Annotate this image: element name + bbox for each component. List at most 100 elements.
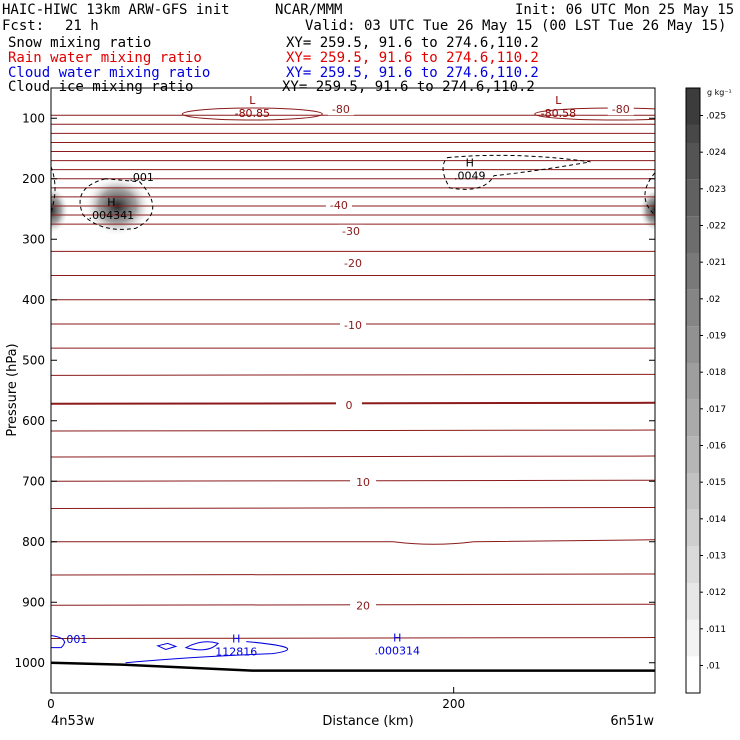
colorbar-tick-label: .019 xyxy=(706,332,726,342)
colorbar-cell xyxy=(686,473,700,510)
colorbar-tick-label: .013 xyxy=(706,552,726,562)
isotherm-label: -80 xyxy=(332,103,350,116)
isotherm-line xyxy=(51,373,655,376)
y-tick-label: 400 xyxy=(22,293,45,307)
isotherm-line xyxy=(51,429,655,432)
extremum-value: -80.85 xyxy=(235,107,270,120)
colorbar-tick-label: .015 xyxy=(706,478,726,488)
snow-contour xyxy=(442,154,591,190)
colorbar-tick-label: .017 xyxy=(706,405,726,415)
y-tick-label: 1000 xyxy=(14,656,45,670)
y-tick-label: 200 xyxy=(22,172,45,186)
field-name-snow: Snow mixing ratio xyxy=(8,35,152,51)
colorbar-cell xyxy=(686,289,700,327)
isotherm-label-bg xyxy=(325,198,352,211)
y-tick-label: 500 xyxy=(22,353,45,367)
y-axis-title: Pressure (hPa) xyxy=(5,343,20,436)
x-endpoint-left: 4n53w xyxy=(51,714,95,729)
colorbar-cell xyxy=(686,363,700,400)
cloud-ice-shading xyxy=(639,188,655,233)
model-title: HAIC-HIWC 13km ARW-GFS init xyxy=(2,2,230,18)
field-xy-rain: XY= 259.5, 91.6 to 274.6,110.2 xyxy=(286,50,539,66)
extremum-marker: H xyxy=(393,631,401,644)
colorbar-tick-label: .018 xyxy=(706,368,726,378)
y-tick-label: 300 xyxy=(22,232,45,246)
field-name-cloud-water: Cloud water mixing ratio xyxy=(8,65,211,81)
colorbar-tick-label: .025 xyxy=(706,112,726,122)
cloud-water-contour xyxy=(156,642,178,650)
colorbar-tick-label: .024 xyxy=(706,148,726,158)
snow-contour xyxy=(79,178,154,230)
y-tick-label: 800 xyxy=(22,535,45,549)
isotherm-label: -40 xyxy=(330,199,348,212)
snow-contour xyxy=(644,172,655,216)
cloud-water-contour xyxy=(51,635,65,649)
isotherm-label-bg xyxy=(350,475,377,488)
forecast-hour: 21 h xyxy=(65,18,99,34)
extremum-marker: L xyxy=(555,94,562,107)
colorbar-tick-label: .011 xyxy=(706,625,726,635)
colorbar-cell xyxy=(686,656,700,693)
colorbar-cell xyxy=(686,509,700,547)
field-name-cloud-ice: Cloud ice mixing ratio xyxy=(8,79,194,95)
source-label: NCAR/MMM xyxy=(275,2,343,18)
isotherm-line xyxy=(51,573,655,576)
extremum-value: .004341 xyxy=(89,209,135,222)
isotherm-label-bg xyxy=(327,103,354,116)
field-xy-cloud-water: XY= 259.5, 91.6 to 274.6,110.2 xyxy=(286,65,539,81)
extremum-marker: H xyxy=(466,157,474,170)
terrain-line xyxy=(51,661,655,672)
field-xy-cloud-ice: XY= 259.5, 91.6 to 274.6,110.2 xyxy=(282,79,535,95)
colorbar-frame xyxy=(685,87,701,694)
y-tick-label: 700 xyxy=(22,474,45,488)
isotherm-label: -80 xyxy=(612,103,630,116)
isotherm-label: 10 xyxy=(356,476,370,489)
isotherm-line xyxy=(51,506,655,509)
extremum-value: -80.58 xyxy=(541,107,576,120)
isotherm-line xyxy=(51,539,655,545)
y-tick-label: 600 xyxy=(22,414,45,428)
isotherm-label-bg xyxy=(337,224,364,237)
field-xy-snow: XY= 259.5, 91.6 to 274.6,110.2 xyxy=(286,35,539,51)
extremum-marker: H xyxy=(232,633,240,646)
x-endpoint-right: 6n51w xyxy=(610,714,654,729)
colorbar-tick-label: .016 xyxy=(706,442,726,452)
colorbar-tick-label: .02 xyxy=(706,295,720,305)
isotherm-label: -10 xyxy=(344,319,362,332)
forecast-label: Fcst: xyxy=(2,18,45,34)
colorbar-cell xyxy=(686,143,700,180)
isotherm-label-bg xyxy=(340,319,366,332)
colorbar-tick-label: .023 xyxy=(706,185,726,195)
contour-label: .001 xyxy=(63,633,88,646)
init-time: Init: 06 UTC Mon 25 May 15 xyxy=(515,2,735,18)
x-tick-label: 0 xyxy=(47,697,55,711)
isotherm-label-bg xyxy=(340,256,366,269)
isotherm-line xyxy=(181,107,323,121)
extremum-marker: H xyxy=(107,196,115,209)
extremum-value: 112816 xyxy=(215,646,257,659)
colorbar-cell xyxy=(686,399,700,437)
isotherm-label: -30 xyxy=(342,225,360,238)
colorbar-cell xyxy=(686,619,700,657)
colorbar-cell xyxy=(686,326,700,363)
extremum-value: .000314 xyxy=(375,644,421,657)
colorbar-tick-label: .014 xyxy=(706,515,726,525)
colorbar-tick-label: .022 xyxy=(706,222,726,232)
isotherm-line xyxy=(51,455,655,458)
colorbar-cell xyxy=(686,179,700,217)
contour-label: .001 xyxy=(129,171,154,184)
cloud-water-contour xyxy=(184,641,220,651)
colorbar-tick-label: .021 xyxy=(706,258,726,268)
colorbar-tick-label: .01 xyxy=(706,662,720,672)
extremum-marker: L xyxy=(249,94,256,107)
isotherm-label: 0 xyxy=(345,399,352,412)
colorbar-cell xyxy=(686,216,700,253)
field-name-rain: Rain water mixing ratio xyxy=(8,50,202,66)
cloud-water-contour xyxy=(125,641,289,664)
colorbar-unit: g kg⁻¹ xyxy=(707,88,732,97)
y-tick-label: 100 xyxy=(22,111,45,125)
snow-contour xyxy=(51,166,56,213)
isotherm-line xyxy=(51,637,655,640)
isotherm-label: 20 xyxy=(356,599,370,612)
